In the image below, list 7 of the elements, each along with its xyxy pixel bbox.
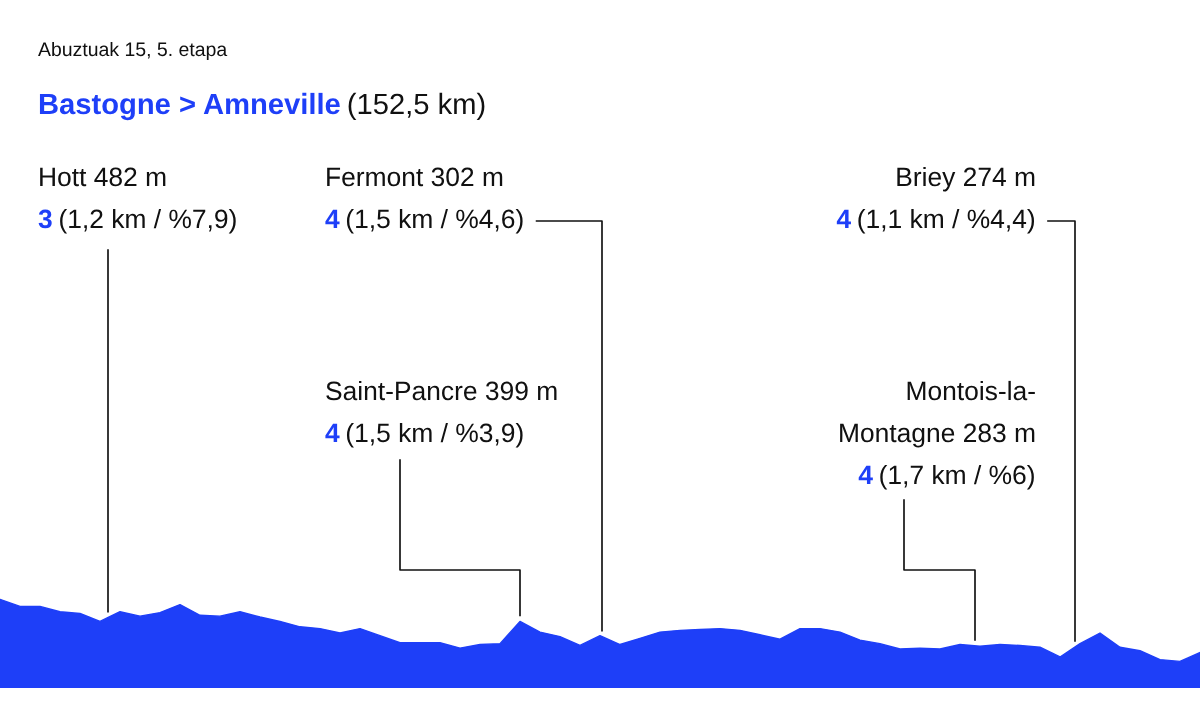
text: Hott 482 m 3 (1,2 km / %7,9) [38,167,236,234]
text: Fermont 302 m 4 (1,5 km / %4,6) [325,167,523,234]
text: Briey 274 m 4 (1,1 km / %4,4) [836,166,1035,234]
text: Montois-la- Montagne 283 m 4 (1,7 km / %6) [840,380,1035,490]
chart-subtitle: Abuztuak 15, 5. etapa [38,41,228,61]
text: Saint-Pancre 399 m 4 (1,5 km / %3,9) [325,380,557,448]
chart-title: Bastogne > Amneville (152,5 km) [39,92,485,121]
